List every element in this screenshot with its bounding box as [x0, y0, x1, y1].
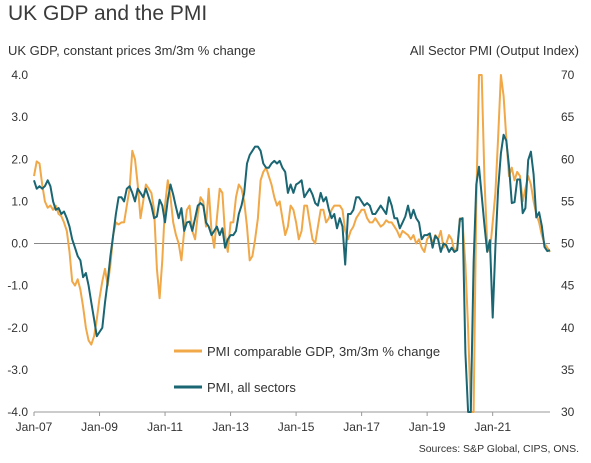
right-axis-title: All Sector PMI (Output Index) [409, 43, 579, 58]
right-tick-label: 35 [561, 363, 575, 377]
x-tick-label: Jan-07 [16, 420, 53, 434]
right-tick-label: 55 [561, 194, 575, 208]
series-line-pmi [33, 133, 551, 413]
left-tick-label: -4.0 [7, 405, 28, 419]
left-tick-label: -1.0 [7, 279, 28, 293]
x-tick-label: Jan-21 [474, 420, 511, 434]
x-tick-label: Jan-17 [343, 420, 380, 434]
left-tick-label: 1.0 [11, 194, 28, 208]
right-tick-label: 60 [561, 152, 575, 166]
x-axis-ticks: Jan-07 Jan-09 Jan-11 Jan-13 Jan-15 Jan-17 Jan-… [16, 412, 511, 434]
left-tick-label: 4.0 [11, 68, 28, 82]
chart-title: UK GDP and the PMI [8, 2, 208, 25]
left-tick-label: -2.0 [7, 321, 28, 335]
x-tick-label: Jan-15 [278, 420, 315, 434]
right-tick-label: 45 [561, 279, 575, 293]
left-axis-title: UK GDP, constant prices 3m/3m % change [8, 43, 256, 58]
left-tick-label: 0.0 [11, 237, 28, 251]
right-tick-label: 65 [561, 110, 575, 124]
left-axis-ticks: 4.0 3.0 2.0 1.0 0.0 -1.0 -2.0 -3.0 -4.0 [7, 68, 28, 419]
x-tick-label: Jan-13 [212, 420, 249, 434]
source-note: Sources: S&P Global, CIPS, ONS. [418, 443, 579, 455]
x-tick-label: Jan-19 [409, 420, 446, 434]
legend-label-gdp: PMI comparable GDP, 3m/3m % change [207, 344, 440, 359]
x-tick-label: Jan-09 [81, 420, 118, 434]
right-tick-label: 70 [561, 68, 575, 82]
right-tick-label: 50 [561, 237, 575, 251]
x-tick-label: Jan-11 [147, 420, 183, 434]
left-tick-label: -3.0 [7, 363, 28, 377]
right-tick-label: 30 [561, 405, 575, 419]
left-tick-label: 2.0 [11, 152, 28, 166]
right-axis-ticks: 70 65 60 55 50 45 40 35 30 [561, 68, 575, 419]
right-tick-label: 40 [561, 321, 575, 335]
legend-label-pmi: PMI, all sectors [207, 380, 296, 395]
legend: PMI comparable GDP, 3m/3m % change PMI, … [174, 344, 440, 395]
left-tick-label: 3.0 [11, 110, 28, 124]
